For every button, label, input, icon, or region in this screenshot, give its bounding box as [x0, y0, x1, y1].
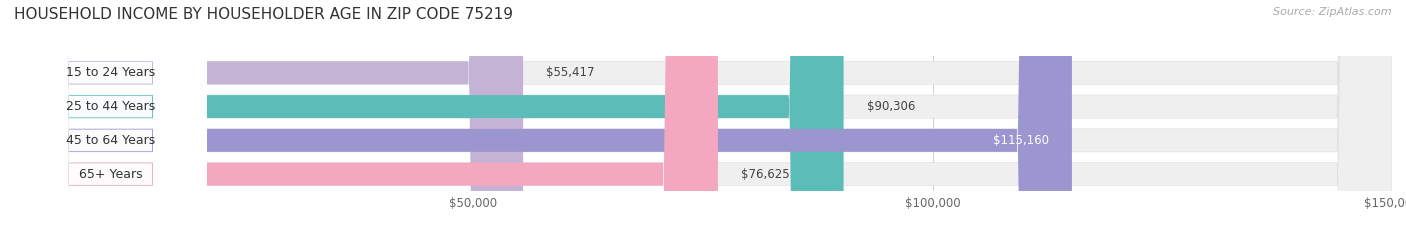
FancyBboxPatch shape [14, 0, 1071, 233]
Text: $76,625: $76,625 [741, 168, 790, 181]
Text: Source: ZipAtlas.com: Source: ZipAtlas.com [1274, 7, 1392, 17]
Text: 65+ Years: 65+ Years [79, 168, 142, 181]
FancyBboxPatch shape [14, 0, 844, 233]
FancyBboxPatch shape [14, 0, 523, 233]
Text: 25 to 44 Years: 25 to 44 Years [66, 100, 155, 113]
Text: 45 to 64 Years: 45 to 64 Years [66, 134, 155, 147]
FancyBboxPatch shape [14, 0, 207, 233]
FancyBboxPatch shape [14, 0, 207, 233]
FancyBboxPatch shape [14, 0, 207, 233]
Text: $55,417: $55,417 [546, 66, 595, 79]
Text: $115,160: $115,160 [993, 134, 1049, 147]
FancyBboxPatch shape [14, 0, 1392, 233]
Text: HOUSEHOLD INCOME BY HOUSEHOLDER AGE IN ZIP CODE 75219: HOUSEHOLD INCOME BY HOUSEHOLDER AGE IN Z… [14, 7, 513, 22]
FancyBboxPatch shape [14, 0, 1392, 233]
FancyBboxPatch shape [14, 0, 718, 233]
FancyBboxPatch shape [14, 0, 1392, 233]
FancyBboxPatch shape [14, 0, 207, 233]
Text: $90,306: $90,306 [866, 100, 915, 113]
Text: 15 to 24 Years: 15 to 24 Years [66, 66, 155, 79]
FancyBboxPatch shape [14, 0, 1392, 233]
